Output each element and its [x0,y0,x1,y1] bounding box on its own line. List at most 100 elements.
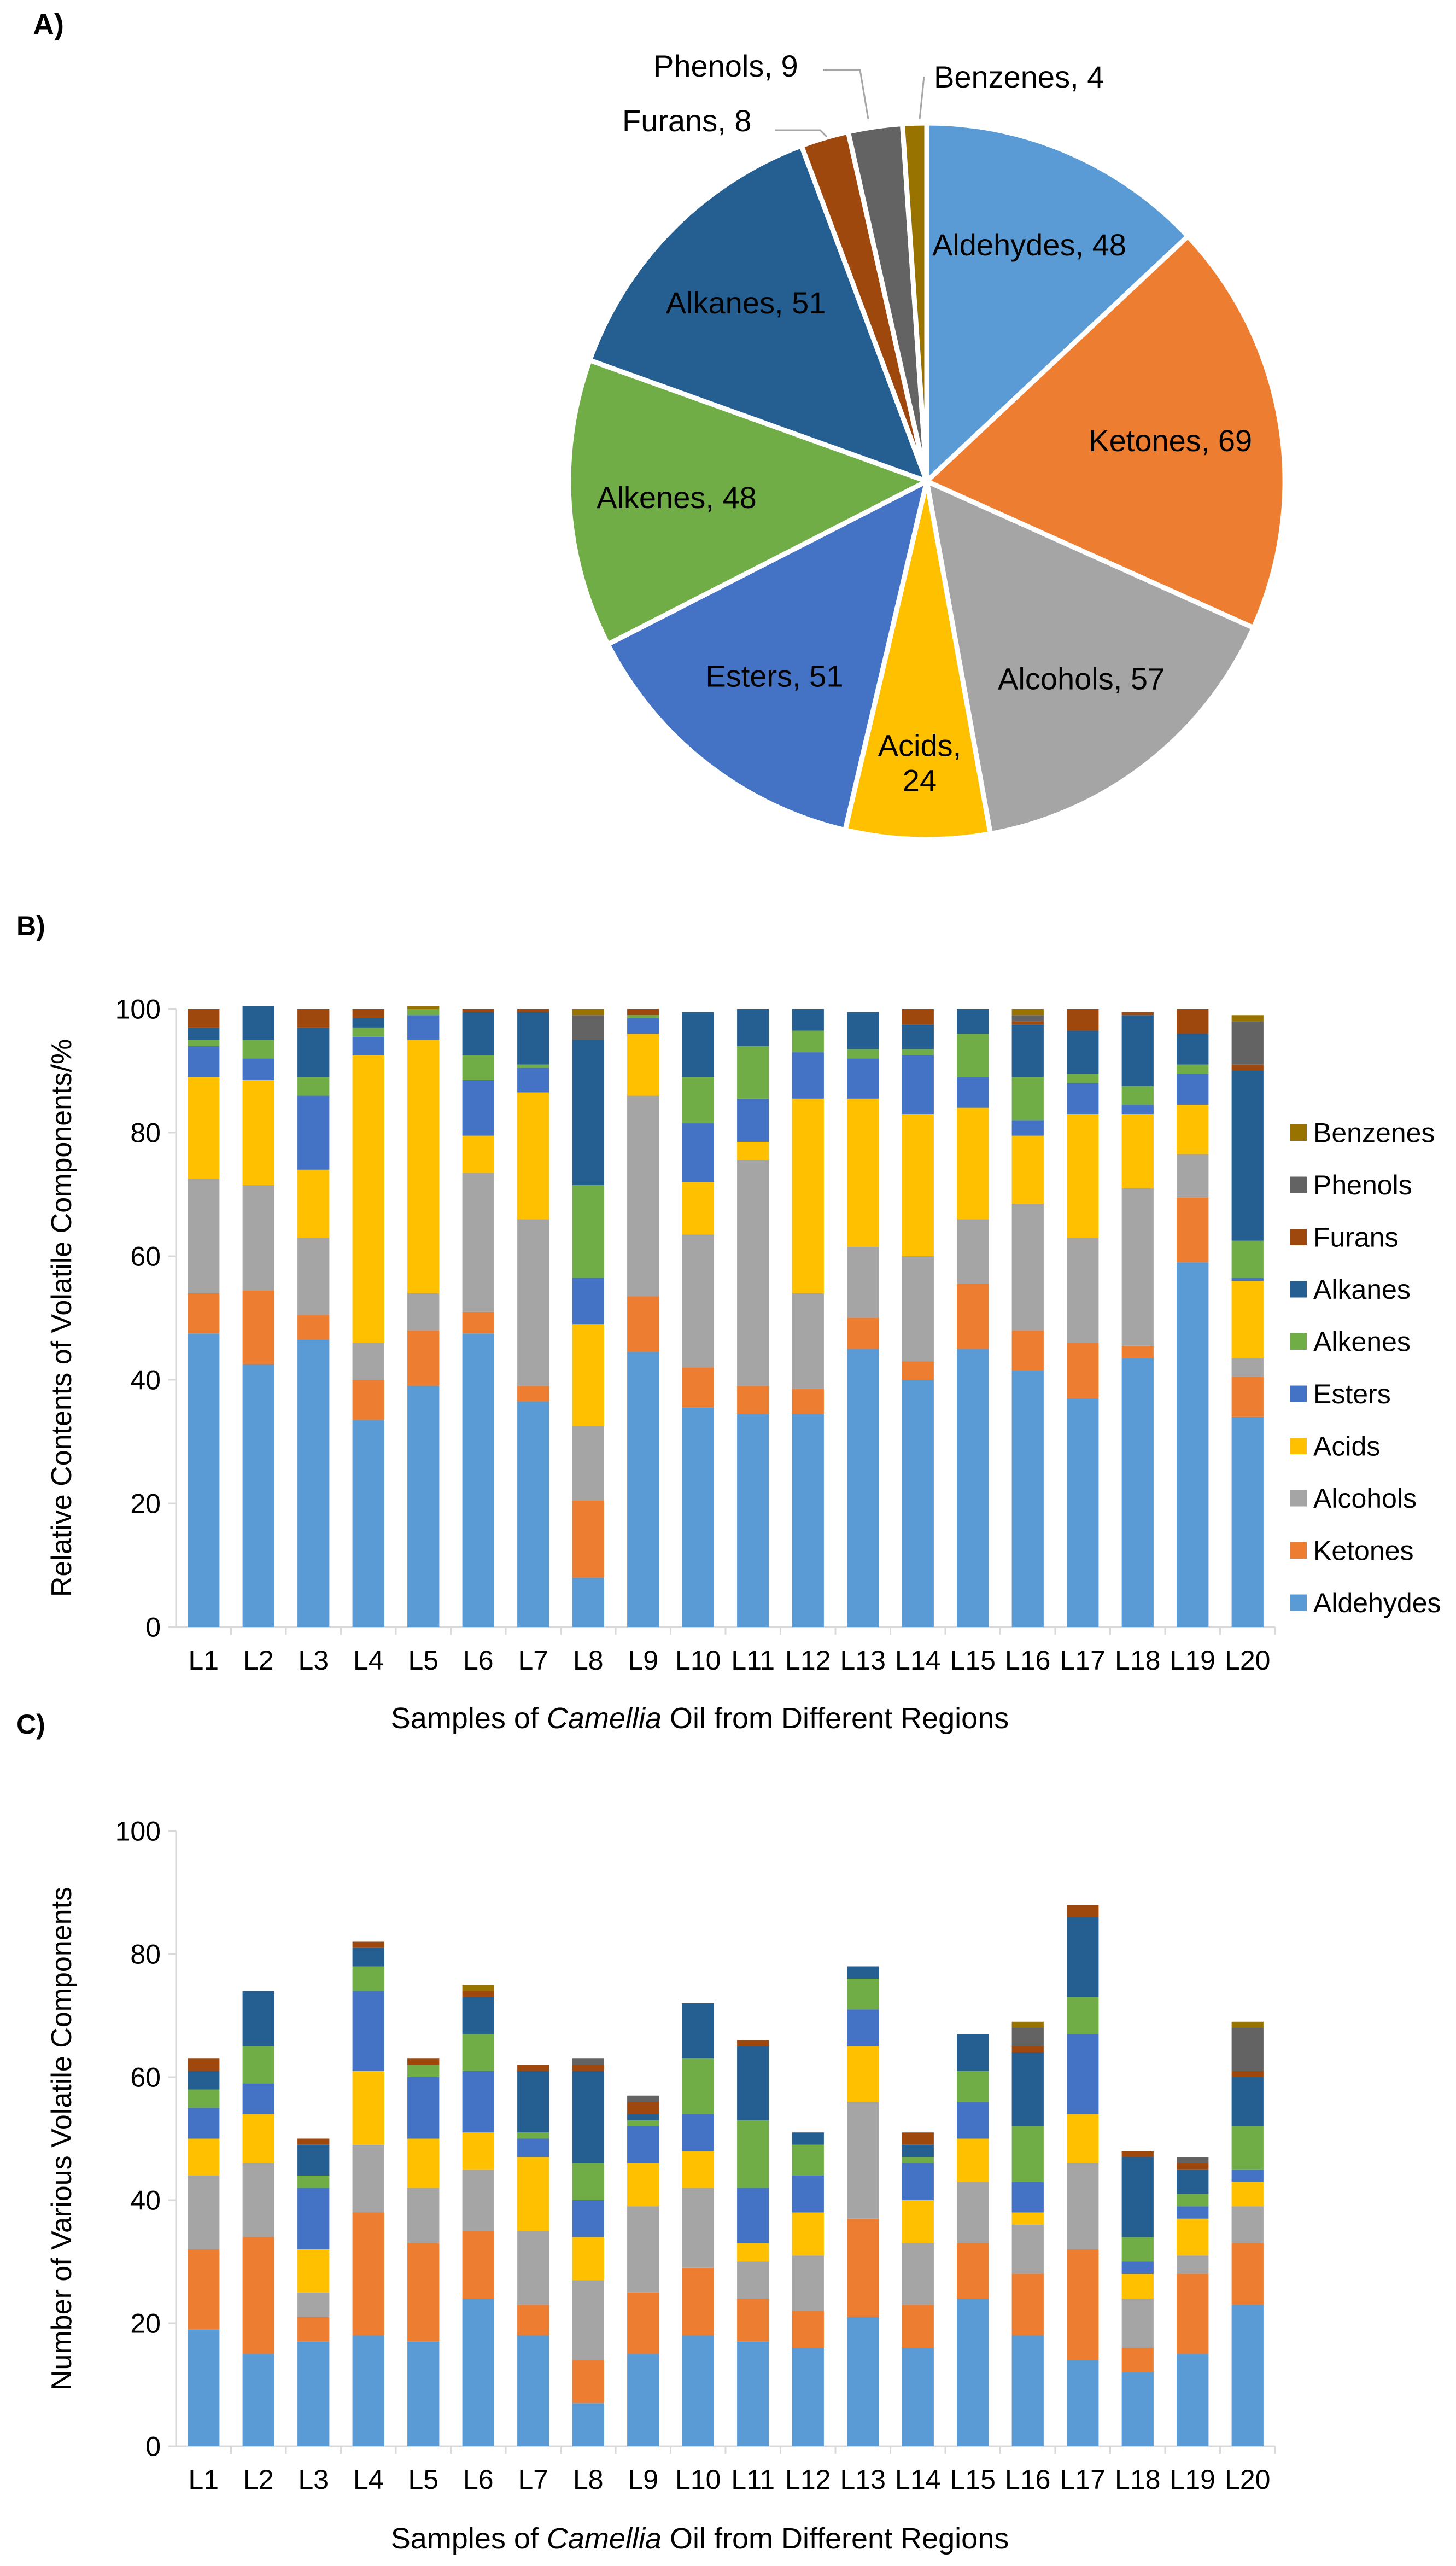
legend-label-esters: Esters [1313,1379,1391,1409]
pie-slice-esters [605,479,929,833]
legend-label-alkenes: Alkenes [1313,1327,1411,1357]
legend-label-furans: Furans [1313,1222,1399,1253]
chart-b-xtick-label: L6 [463,1645,494,1676]
pie-leader-phenols [823,69,869,120]
chart-b-bar-furans-l14 [902,1009,934,1025]
chart-b-bar-alkenes-l15 [957,1034,989,1077]
chart-c-bar-esters-l16 [1011,2182,1044,2213]
chart-b-bar-furans-l7 [517,1009,549,1012]
chart-c-bar-alkenes-l1 [188,2089,220,2108]
chart-c-bar-alcohols-l7 [517,2231,549,2305]
chart-b-bar-benzenes-l20 [1231,1015,1264,1022]
chart-b-bar-alcohols-l15 [957,1219,989,1284]
chart-b-bar-alcohols-l18 [1121,1188,1154,1346]
chart-c-bar-alkanes-l4 [352,1947,384,1967]
chart-c-bar-esters-l11 [737,2188,769,2243]
chart-c-bar-acids-l14 [902,2200,934,2243]
chart-b-bar-esters-l3 [297,1095,330,1170]
chart-b-bar-alkenes-l19 [1177,1064,1209,1074]
chart-c-bar-phenols-l8 [572,2058,604,2065]
chart-b-bar-ketones-l2 [242,1290,274,1364]
chart-c-bar-esters-l15 [957,2102,989,2139]
chart-c-bar-alkenes-l17 [1067,1997,1099,2034]
chart-c-bar-alkenes-l12 [792,2144,824,2176]
chart-c-bar-alkanes-l10 [682,2003,714,2059]
chart-c-bar-alcohols-l2 [242,2163,274,2237]
pie-slice-ketones [924,234,1288,631]
chart-b-xtick-label: L3 [298,1645,329,1676]
chart-b-ytick-label: 20 [130,1489,161,1519]
chart-b-bar-alkanes-l4 [352,1018,384,1028]
chart-c-bar-alkenes-l15 [957,2071,989,2102]
chart-b-bar-ketones-l3 [297,1315,330,1340]
legend-swatch-phenols [1290,1176,1307,1193]
chart-c-bar-ketones-l15 [957,2243,989,2299]
chart-c-x-axis-title: Samples of Camellia Oil from Different R… [391,2522,1009,2555]
chart-b-bar-aldehydes-l16 [1011,1371,1044,1627]
chart-c-bar-alkenes-l19 [1177,2194,1209,2207]
chart-c-xtick-label: L13 [840,2464,886,2495]
chart-b-xtick-label: L17 [1060,1645,1106,1676]
chart-c-bar-aldehydes-l3 [297,2341,330,2446]
chart-c-ytick-label: 60 [130,2062,161,2093]
chart-b-bar-aldehydes-l7 [517,1401,549,1627]
chart-c-bar-alcohols-l6 [462,2169,494,2231]
chart-c-bar-alcohols-l8 [572,2280,604,2360]
chart-c-bar-alkenes-l3 [297,2176,330,2188]
chart-b-bar-alkanes-l12 [792,1009,824,1031]
chart-c-bar-furans-l8 [572,2065,604,2071]
chart-c-bar-alcohols-l5 [407,2188,440,2243]
chart-b-bar-ketones-l17 [1067,1343,1099,1398]
chart-c-bar-ketones-l9 [627,2292,659,2354]
chart-b-bar-alkanes-l6 [462,1012,494,1055]
chart-c-xtick-label: L10 [675,2464,721,2495]
chart-b-bar-alcohols-l14 [902,1256,934,1362]
chart-c-bar-ketones-l12 [792,2311,824,2348]
chart-b-bar-alkanes-l1 [188,1027,220,1040]
chart-c-bar-ketones-l13 [847,2218,879,2317]
chart-b-bar-alcohols-l1 [188,1179,220,1293]
chart-c-bar-alkenes-l5 [407,2065,440,2077]
chart-c-bar-alkanes-l1 [188,2071,220,2090]
chart-b-bar-alkanes-l18 [1121,1015,1154,1087]
chart-b-bar-acids-l10 [682,1182,714,1235]
stacked-bar-chart-c: 0 20 40 60 80 100 L1 L2 L3 L4 L5 L6 L7 L8 L9 L10 L11 L12 L… [46,1816,1276,2555]
chart-c-xtick-label: L8 [573,2464,604,2495]
chart-b-bar-acids-l5 [407,1040,440,1293]
chart-b-bar-alkenes-l12 [792,1030,824,1053]
chart-c-bar-esters-l5 [407,2077,440,2139]
chart-c-bar-aldehydes-l11 [737,2341,769,2446]
pie-label-phenols: Phenols, 9 [653,49,798,83]
chart-c-bar-alkanes-l19 [1177,2169,1209,2194]
pie-label-esters: Esters, 51 [705,659,843,693]
chart-b-bar-aldehydes-l3 [297,1339,330,1627]
chart-c-bar-furans-l7 [517,2065,549,2071]
chart-c-bar-furans-l1 [188,2058,220,2071]
chart-c-ytick-label: 100 [115,1816,161,1847]
chart-c-bar-alcohols-l10 [682,2188,714,2268]
chart-b-bar-alkanes-l15 [957,1009,989,1034]
chart-b-bar-alkenes-l14 [902,1049,934,1055]
chart-c-xtick-label: L2 [243,2464,274,2495]
chart-b-bar-phenols-l16 [1011,1015,1044,1022]
chart-c-bar-alkanes-l3 [297,2144,330,2176]
chart-c-bar-aldehydes-l14 [902,2348,934,2446]
chart-b-bar-acids-l4 [352,1055,384,1343]
pie-slice-aldehydes [924,120,1191,484]
legend-swatch-benzenes [1290,1124,1307,1141]
legend-swatch-alkanes [1290,1281,1307,1298]
chart-b-bar-alkanes-l10 [682,1012,714,1077]
chart-b-bar-esters-l20 [1231,1278,1264,1281]
chart-b-bar-acids-l14 [902,1114,934,1256]
chart-c-bar-alcohols-l18 [1121,2299,1154,2348]
chart-c-bar-acids-l6 [462,2132,494,2170]
chart-b-bar-alkanes-l13 [847,1012,879,1049]
chart-c-bar-esters-l10 [682,2114,714,2151]
chart-c-y-axis-title: Number of Various Volatile Components [46,1887,78,2390]
chart-b-bar-alkanes-l3 [297,1027,330,1077]
panel-b-label: B) [16,911,45,941]
chart-c-bar-alcohols-l9 [627,2206,659,2293]
chart-b-xtick-label: L13 [840,1645,886,1676]
chart-c-xtick-label: L1 [188,2464,219,2495]
chart-c-bar-alkanes-l18 [1121,2157,1154,2237]
